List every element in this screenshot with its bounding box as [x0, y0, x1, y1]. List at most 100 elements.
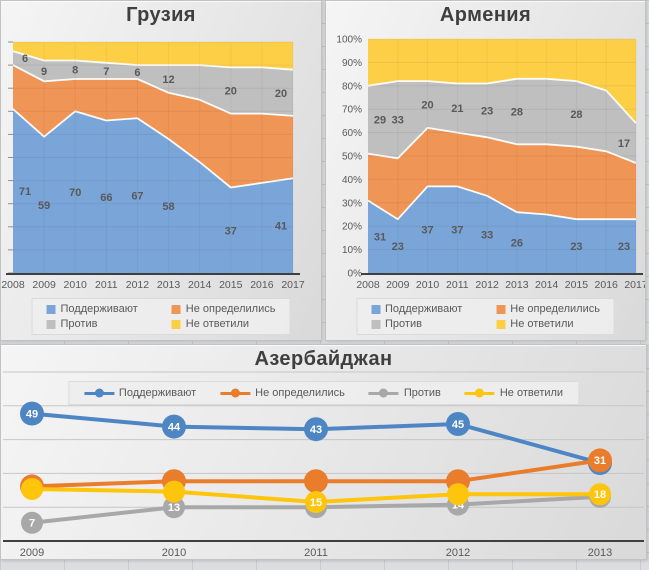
support-swatch-icon: [46, 304, 56, 314]
data-label: 7: [103, 66, 109, 78]
data-label: 66: [100, 192, 112, 204]
legend-label-support: Поддерживают: [118, 387, 197, 399]
marker-data-label: 7: [29, 518, 35, 530]
legend-label-against: Против: [385, 318, 422, 330]
undecided-swatch-icon: [171, 304, 181, 314]
x-axis-label: 2016: [250, 279, 274, 291]
x-axis-label: 2014: [188, 279, 212, 291]
band-boundary: [12, 50, 294, 71]
area-area_support: [368, 186, 636, 273]
chart-panel-armenia: 0% 10% 20% 30% 40% 50% 60% 70% 80% 90% 100% 31 23 37 3…: [325, 0, 646, 341]
data-label: 37: [421, 225, 433, 237]
x-axis-label: 2013: [588, 547, 612, 559]
marker-line_no_answer: [447, 483, 469, 506]
x-axis-label: 2017: [624, 279, 645, 291]
undecided-swatch-icon: [496, 304, 506, 314]
no-answer-dot-icon: [475, 388, 485, 398]
x-axis-label: 2008: [356, 279, 380, 291]
marker-line_undecided: [588, 448, 612, 473]
data-label: 33: [392, 115, 404, 127]
undecided-line-marker-icon: [220, 388, 251, 398]
marker-line_support: [304, 417, 328, 442]
legend-item-against: Против: [371, 318, 462, 330]
x-axis-label: 2011: [304, 547, 328, 559]
armenia-stacked-area-chart: 0% 10% 20% 30% 40% 50% 60% 70% 80% 90% 100% 31 23 37 3…: [336, 35, 645, 292]
area-area_no_answer: [13, 42, 293, 70]
x-axis-label: 2017: [281, 279, 305, 291]
legend-label-against: Против: [60, 318, 98, 330]
marker-line_undecided: [304, 469, 328, 494]
data-label: 33: [481, 229, 493, 241]
marker-data-label: 31: [594, 455, 606, 467]
band-boundary: [367, 185, 636, 221]
undecided-dot-icon: [230, 388, 240, 398]
x-axis-label: 2012: [475, 279, 499, 291]
data-label: 37: [451, 225, 463, 237]
data-label: 6: [134, 67, 140, 79]
legend-label-undecided: Не определились: [255, 387, 345, 399]
y-axis-label: 40%: [342, 175, 362, 186]
no-answer-line-marker-icon: [464, 388, 495, 398]
data-label: 58: [162, 201, 174, 213]
legend-item-against: Против: [46, 318, 138, 330]
x-axis-label: 2011: [95, 279, 118, 291]
x-axis-label: 2015: [219, 279, 243, 291]
marker-line_support: [20, 401, 44, 426]
data-label: 71: [19, 186, 31, 198]
x-axis-label: 2010: [162, 547, 186, 559]
data-label: 17: [618, 138, 630, 150]
data-label: 37: [225, 225, 237, 237]
y-axis-label: 0%: [348, 269, 363, 280]
data-label: 67: [131, 191, 143, 203]
data-label: 21: [451, 103, 463, 115]
marker-line_no_answer: [305, 491, 327, 513]
x-axis-label: 2010: [64, 279, 88, 291]
marker-data-label: 43: [310, 424, 322, 436]
marker-data-label: 44: [168, 421, 181, 433]
legend-item-no-answer: Не ответили: [496, 318, 600, 330]
y-axis-label: 10%: [342, 245, 362, 256]
azerbaijan-legend: Поддерживают Не определились Против Не о…: [67, 381, 580, 405]
data-label: 31: [374, 232, 386, 244]
legend-item-undecided: Не определились: [220, 387, 345, 399]
data-label: 28: [511, 107, 523, 119]
x-axis-label: 2010: [416, 279, 440, 291]
no-answer-swatch-icon: [496, 319, 506, 329]
against-dot-icon: [379, 388, 389, 398]
georgia-stacked-area-chart: 71 59 70 66 67 58 37 41 6 9 8 7 6 12 20 20 2008 2009 2010 2…: [1, 41, 305, 291]
x-axis-label: 2009: [32, 279, 56, 291]
data-label: 9: [41, 66, 47, 78]
data-label: 23: [392, 241, 404, 253]
data-label: 41: [275, 221, 287, 233]
legend-item-undecided: Не определились: [496, 303, 600, 315]
georgia-chart-title: Грузия: [126, 4, 196, 26]
x-axis-label: 2012: [126, 279, 150, 291]
legend-item-support: Поддерживают: [46, 303, 138, 315]
legend-label-undecided: Не определились: [185, 303, 276, 315]
y-axis-label: 20%: [342, 222, 362, 233]
legend-label-support: Поддерживают: [385, 303, 463, 315]
against-line-marker-icon: [368, 388, 399, 398]
against-swatch-icon: [371, 319, 381, 329]
support-swatch-icon: [371, 304, 381, 314]
y-axis-label: 100%: [336, 35, 362, 46]
data-label: 23: [570, 241, 582, 253]
legend-label-support: Поддерживают: [60, 303, 138, 315]
marker-data-label: 15: [310, 497, 322, 509]
x-axis-label: 2012: [446, 547, 470, 559]
y-axis-label: 50%: [342, 152, 362, 163]
marker-line_against: [21, 511, 43, 534]
area-area_undecided: [368, 127, 636, 220]
legend-item-no-answer: Не ответили: [171, 318, 276, 330]
marker-data-label: 45: [452, 419, 464, 431]
marker-data-label: 13: [168, 502, 180, 514]
marker-data-label: 49: [26, 408, 38, 420]
band-boundary: [367, 127, 637, 164]
data-label: 23: [618, 241, 630, 253]
georgia-legend: Поддерживают Не определились Против Не о…: [31, 298, 291, 335]
legend-item-no-answer: Не ответили: [464, 387, 563, 399]
data-label: 8: [72, 65, 78, 77]
band-boundary: [367, 77, 637, 124]
